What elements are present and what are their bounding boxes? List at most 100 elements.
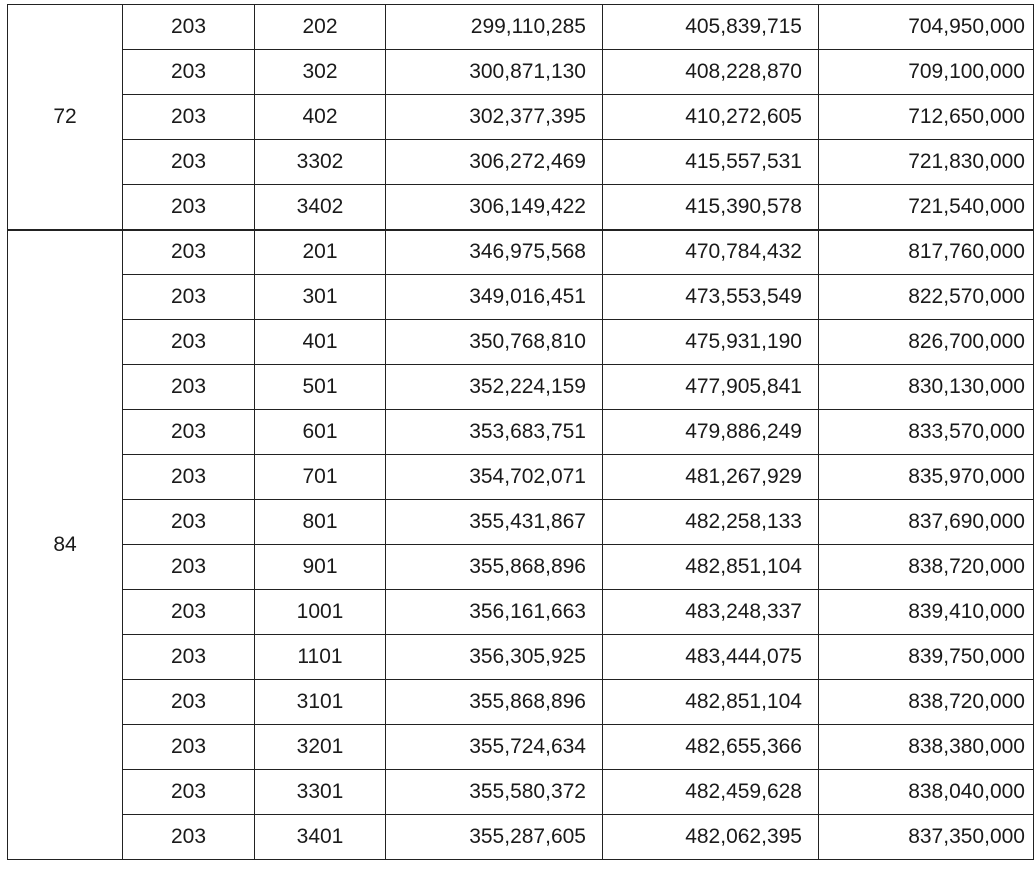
dong-cell: 203 [122,679,255,725]
table-row: 203 3301 355,580,372 482,459,628 838,040… [8,769,1034,815]
building-price-cell: 415,557,531 [602,139,819,185]
land-price-cell: 346,975,568 [385,228,603,275]
total-price-cell: 712,650,000 [818,94,1034,140]
land-price-cell: 355,868,896 [385,679,603,725]
building-price-cell: 482,459,628 [602,769,819,815]
building-price-cell: 477,905,841 [602,364,819,410]
land-price-cell: 355,580,372 [385,769,603,815]
ho-cell: 401 [254,319,386,365]
area-cell: 72 [7,4,123,230]
total-price-cell: 838,380,000 [818,724,1034,770]
total-price-cell: 704,950,000 [818,4,1034,50]
table-row: 203 3302 306,272,469 415,557,531 721,830… [8,139,1034,185]
dong-cell: 203 [122,139,255,185]
ho-cell: 501 [254,364,386,410]
table-row: 203 701 354,702,071 481,267,929 835,970,… [8,454,1034,500]
land-price-cell: 350,768,810 [385,319,603,365]
ho-cell: 1001 [254,589,386,635]
land-price-cell: 302,377,395 [385,94,603,140]
table-row: 203 901 355,868,896 482,851,104 838,720,… [8,544,1034,590]
dong-cell: 203 [122,49,255,95]
total-price-cell: 833,570,000 [818,409,1034,455]
table-row: 203 301 349,016,451 473,553,549 822,570,… [8,274,1034,320]
dong-cell: 203 [122,724,255,770]
ho-cell: 3402 [254,184,386,230]
building-price-cell: 482,062,395 [602,814,819,860]
building-price-cell: 481,267,929 [602,454,819,500]
ho-cell: 3201 [254,724,386,770]
dong-cell: 203 [122,364,255,410]
land-price-cell: 355,431,867 [385,499,603,545]
total-price-cell: 839,750,000 [818,634,1034,680]
land-price-cell: 352,224,159 [385,364,603,410]
total-price-cell: 709,100,000 [818,49,1034,95]
dong-cell: 203 [122,454,255,500]
land-price-cell: 353,683,751 [385,409,603,455]
dong-cell: 203 [122,544,255,590]
building-price-cell: 482,655,366 [602,724,819,770]
building-price-cell: 482,258,133 [602,499,819,545]
building-price-cell: 473,553,549 [602,274,819,320]
table-body: 72 203 202 299,110,285 405,839,715 704,9… [7,4,1034,860]
ho-cell: 901 [254,544,386,590]
total-price-cell: 721,540,000 [818,184,1034,230]
building-price-cell: 482,851,104 [602,679,819,725]
land-price-cell: 306,149,422 [385,184,603,230]
land-price-cell: 356,305,925 [385,634,603,680]
ho-cell: 1101 [254,634,386,680]
land-price-cell: 306,272,469 [385,139,603,185]
ho-cell: 402 [254,94,386,140]
land-price-cell: 356,161,663 [385,589,603,635]
ho-cell: 301 [254,274,386,320]
table-row: 203 402 302,377,395 410,272,605 712,650,… [8,94,1034,140]
table-row: 203 3101 355,868,896 482,851,104 838,720… [8,679,1034,725]
table-row: 203 501 352,224,159 477,905,841 830,130,… [8,364,1034,410]
table-row: 84 203 201 346,975,568 470,784,432 817,7… [7,228,1034,860]
table-row: 203 302 300,871,130 408,228,870 709,100,… [8,49,1034,95]
land-price-cell: 355,287,605 [385,814,603,860]
table-row: 72 203 202 299,110,285 405,839,715 704,9… [7,4,1034,230]
total-price-cell: 822,570,000 [818,274,1034,320]
ho-cell: 3302 [254,139,386,185]
total-price-cell: 837,350,000 [818,814,1034,860]
price-table: 72 203 202 299,110,285 405,839,715 704,9… [7,4,1034,860]
total-price-cell: 837,690,000 [818,499,1034,545]
building-price-cell: 408,228,870 [602,49,819,95]
ho-cell: 3301 [254,769,386,815]
land-price-cell: 349,016,451 [385,274,603,320]
table-row: 203 601 353,683,751 479,886,249 833,570,… [8,409,1034,455]
table-row: 203 3401 355,287,605 482,062,395 837,350… [8,814,1034,860]
dong-cell: 203 [122,634,255,680]
dong-cell: 203 [122,319,255,365]
ho-cell: 3401 [254,814,386,860]
ho-cell: 202 [254,4,386,50]
building-price-cell: 482,851,104 [602,544,819,590]
land-price-cell: 354,702,071 [385,454,603,500]
ho-cell: 3101 [254,679,386,725]
ho-cell: 601 [254,409,386,455]
dong-cell: 203 [122,184,255,230]
building-price-cell: 405,839,715 [602,4,819,50]
dong-cell: 203 [122,94,255,140]
building-price-cell: 410,272,605 [602,94,819,140]
dong-cell: 203 [122,409,255,455]
total-price-cell: 826,700,000 [818,319,1034,365]
land-price-cell: 299,110,285 [385,4,603,50]
total-price-cell: 838,720,000 [818,679,1034,725]
ho-cell: 801 [254,499,386,545]
dong-cell: 203 [122,769,255,815]
total-price-cell: 839,410,000 [818,589,1034,635]
total-price-cell: 838,720,000 [818,544,1034,590]
building-price-cell: 470,784,432 [602,228,819,275]
table-row: 203 3201 355,724,634 482,655,366 838,380… [8,724,1034,770]
building-price-cell: 483,444,075 [602,634,819,680]
area-cell: 84 [7,228,123,860]
table-row: 203 3402 306,149,422 415,390,578 721,540… [8,184,1034,230]
dong-cell: 203 [122,274,255,320]
dong-cell: 203 [122,499,255,545]
total-price-cell: 838,040,000 [818,769,1034,815]
total-price-cell: 830,130,000 [818,364,1034,410]
total-price-cell: 835,970,000 [818,454,1034,500]
dong-cell: 203 [122,589,255,635]
building-price-cell: 475,931,190 [602,319,819,365]
